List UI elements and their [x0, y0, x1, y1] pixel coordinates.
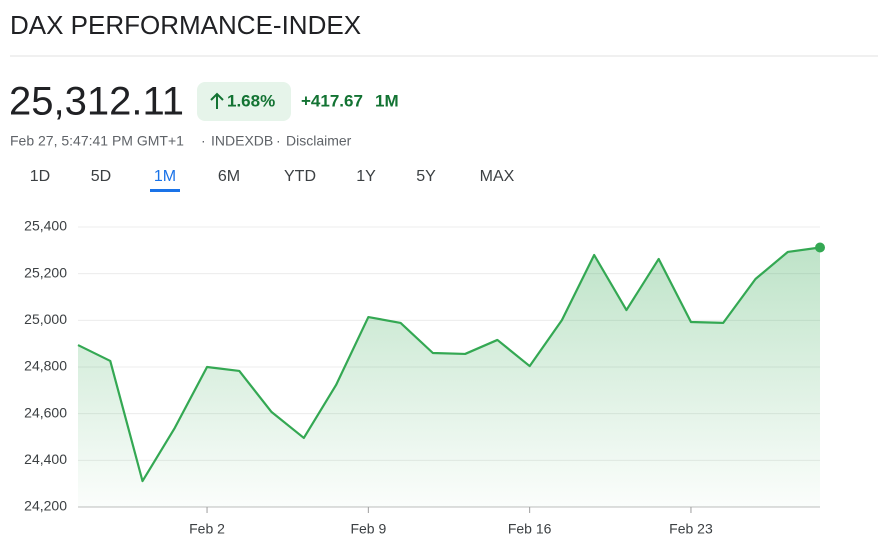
y-tick-label: 24,800 [24, 358, 67, 374]
y-tick-label: 25,200 [24, 264, 67, 280]
up-arrow-icon [210, 92, 224, 109]
period: 1M [375, 91, 399, 110]
price-line [77, 246, 821, 483]
y-tick-label: 25,000 [24, 311, 67, 327]
range-tab[interactable]: 1M [154, 168, 176, 185]
range-tab[interactable]: 1D [30, 168, 50, 185]
last-point [815, 242, 825, 253]
range-tab[interactable]: 1Y [356, 168, 376, 185]
range-tab[interactable]: 5Y [416, 168, 436, 185]
range-tab[interactable]: YTD [284, 168, 316, 185]
separator: · [276, 133, 281, 149]
disclaimer-link[interactable]: Disclaimer [286, 133, 352, 149]
x-tick-label: Feb 2 [189, 521, 225, 537]
area [78, 247, 820, 507]
y-tick-label: 24,400 [24, 451, 67, 467]
y-tick-label: 24,200 [24, 498, 67, 514]
tab-underline [150, 189, 180, 192]
title: DAX PERFORMANCE-INDEX [10, 10, 361, 40]
change: +417.67 [301, 91, 363, 110]
y-tick-label: 24,600 [24, 404, 67, 420]
x-tick-label: Feb 9 [350, 521, 386, 537]
change-badge [197, 82, 291, 121]
timestamp: Feb 27, 5:47:41 PM GMT+1 [10, 133, 184, 149]
range-tab[interactable]: MAX [480, 168, 515, 185]
source: INDEXDB [211, 133, 273, 149]
price: 25,312.11 [9, 80, 184, 124]
change-percent: 1.68% [227, 91, 275, 110]
x-tick-label: Feb 23 [669, 521, 713, 537]
y-tick-label: 25,400 [24, 218, 67, 234]
range-tab[interactable]: 6M [218, 168, 240, 185]
range-tab[interactable]: 5D [91, 168, 111, 185]
separator: · [201, 133, 206, 149]
x-tick-label: Feb 16 [508, 521, 552, 537]
